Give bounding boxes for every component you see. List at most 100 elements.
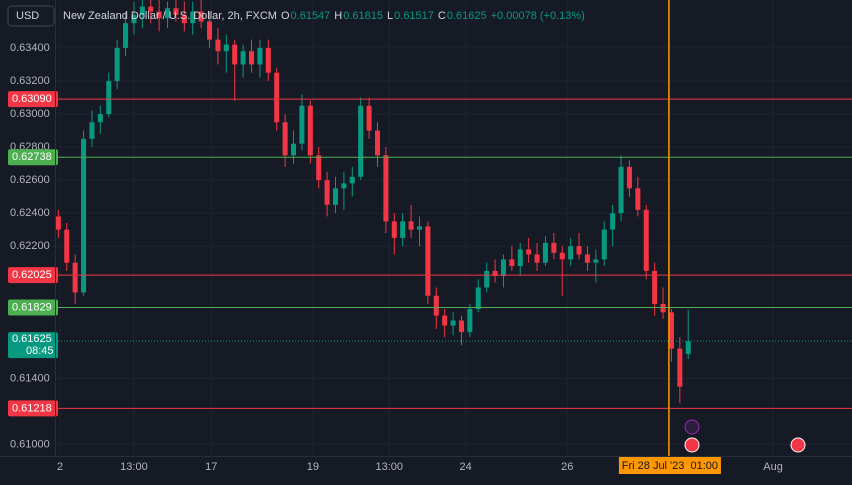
countdown-label: 08:45	[26, 345, 54, 357]
candle-body	[559, 252, 565, 260]
candle-body	[148, 6, 154, 12]
candle-body	[635, 188, 641, 210]
candle-body	[89, 122, 95, 139]
candle-body	[668, 312, 674, 349]
candle-body	[618, 166, 624, 214]
candle-body	[660, 304, 666, 313]
candle-body	[290, 143, 297, 156]
candle-body	[139, 6, 145, 15]
candle-body	[408, 221, 414, 230]
candle-body	[643, 209, 649, 271]
x-tick-label: Aug	[763, 461, 783, 473]
candle-body	[181, 14, 187, 24]
y-tick-label: 0.62200	[10, 240, 50, 252]
level-label: 0.61829	[12, 301, 52, 313]
ohlc-key: O	[281, 10, 290, 22]
candle-body	[299, 105, 305, 144]
event-icon	[684, 419, 700, 435]
candle-body	[652, 270, 658, 304]
level-label-box	[8, 149, 58, 166]
symbol-button[interactable]	[7, 5, 55, 27]
candle-body	[131, 14, 137, 24]
candle-body	[374, 130, 381, 156]
candle-body	[416, 226, 423, 230]
candle-body	[358, 105, 364, 177]
candle-body	[685, 341, 691, 355]
symbol-button-text: USD	[16, 10, 39, 22]
candle-body	[257, 47, 263, 65]
candle-body	[526, 249, 532, 255]
level-label: 0.63090	[12, 93, 52, 105]
candle-body	[81, 138, 87, 293]
candle-body	[568, 246, 574, 260]
candle-body	[240, 51, 246, 65]
level-label-box	[8, 91, 58, 108]
candle-body	[542, 242, 548, 263]
x-tick-label: 26	[561, 461, 573, 473]
candle-body	[123, 23, 129, 48]
y-tick-label: 0.63400	[10, 42, 50, 54]
candle-body	[223, 44, 229, 52]
candle-body	[467, 308, 473, 333]
ohlc-key: L	[387, 10, 393, 22]
ohlc-value: 0.61815	[343, 10, 383, 22]
x-tick-label: 17	[205, 461, 217, 473]
candle-body	[425, 226, 431, 296]
level-label: 0.62738	[12, 151, 52, 163]
candle-body	[324, 180, 330, 205]
candle-body	[207, 21, 213, 40]
level-label-box	[8, 400, 58, 417]
y-tick-label: 0.62600	[10, 174, 50, 186]
event-icon	[684, 437, 700, 453]
candle-body	[366, 105, 372, 131]
y-tick-label: 0.61000	[10, 438, 50, 450]
candle-body	[332, 188, 339, 205]
symbol-title: New Zealand Dollar / U.S. Dollar, 2h, FX…	[63, 10, 277, 22]
candle-body	[282, 122, 288, 156]
x-tick-label: 2	[57, 461, 63, 473]
ohlc-value: 0.61625	[447, 10, 487, 22]
ohlc-value: 0.61547	[291, 10, 331, 22]
candle-body	[349, 176, 355, 184]
candle-body	[383, 155, 389, 222]
level-label-box	[8, 299, 58, 316]
ohlc-value: 0.61517	[394, 10, 434, 22]
x-tick-label: 19	[307, 461, 319, 473]
candle-body	[215, 39, 221, 52]
candle-body	[450, 320, 456, 326]
candle-body	[601, 229, 607, 260]
candle-body	[307, 105, 313, 156]
candle-body	[198, 11, 204, 22]
candle-body	[232, 44, 238, 65]
event-icon	[790, 437, 806, 453]
candle-body	[677, 348, 683, 387]
legend-header: USD New Zealand Dollar / U.S. Dollar, 2h…	[7, 5, 585, 27]
y-tick-label: 0.63000	[10, 108, 50, 120]
candle-body	[593, 259, 599, 263]
candle-body	[492, 270, 498, 276]
candle-body	[584, 254, 590, 263]
candle-body	[391, 221, 397, 238]
y-tick-label: 0.63200	[10, 75, 50, 87]
candle-body	[500, 259, 506, 276]
candle-body	[626, 166, 632, 189]
candle-body	[316, 155, 322, 181]
change-value: +0.00078 (+0.13%)	[491, 10, 585, 22]
y-tick-label: 0.61400	[10, 372, 50, 384]
candle-body	[484, 270, 490, 288]
candle-body	[433, 295, 439, 316]
candle-body	[72, 262, 78, 293]
crosshair-label: Fri 28 Jul '23 01:00	[622, 460, 718, 472]
crosshair-label-box	[618, 457, 721, 474]
candle-body	[114, 47, 120, 81]
y-tick-label: 0.62400	[10, 207, 50, 219]
level-label: 0.62025	[12, 269, 52, 281]
x-tick-label: 13:00	[120, 461, 148, 473]
x-tick-label: 24	[460, 461, 472, 473]
candle-body	[400, 221, 406, 238]
candle-body	[458, 320, 464, 333]
candle-body	[274, 72, 280, 123]
ohlc-key: C	[438, 10, 446, 22]
candle-body	[190, 11, 196, 24]
